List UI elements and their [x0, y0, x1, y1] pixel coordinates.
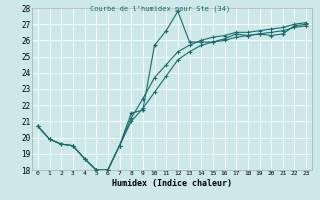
Text: Courbe de l'humidex pour Ste (34): Courbe de l'humidex pour Ste (34) — [90, 6, 230, 12]
X-axis label: Humidex (Indice chaleur): Humidex (Indice chaleur) — [112, 179, 232, 188]
